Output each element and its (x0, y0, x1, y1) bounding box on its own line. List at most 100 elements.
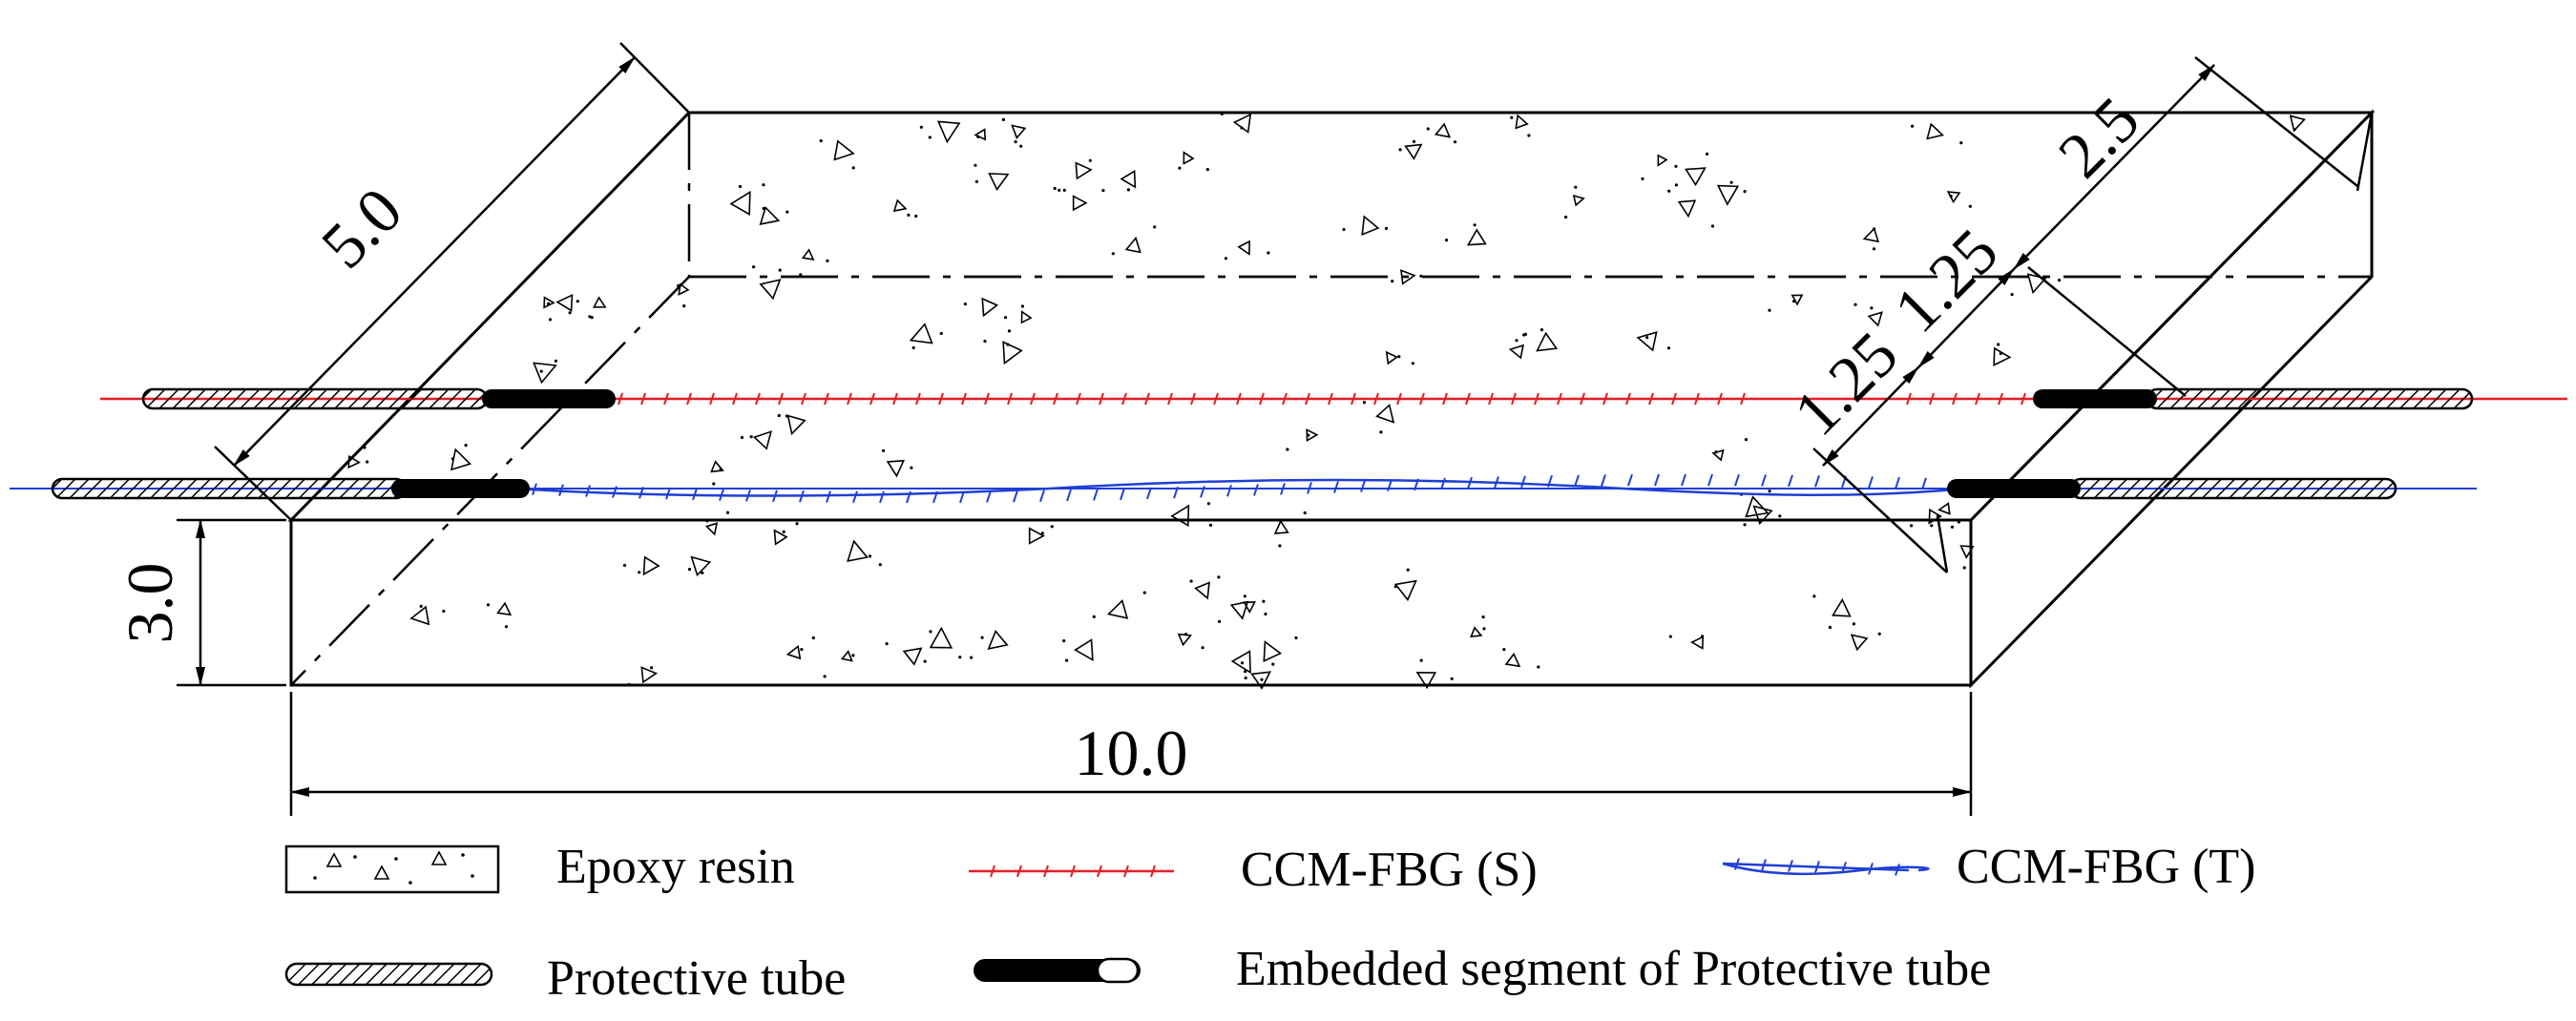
aggregate-dot (1040, 531, 1044, 535)
aggregate-dot (923, 659, 927, 663)
fbg-s-tick (824, 392, 829, 406)
fbg-t-tick (1627, 473, 1633, 487)
dim-width-label: 5.0 (307, 174, 416, 282)
aggregate-mark (710, 460, 724, 473)
aggregate-dot (1481, 615, 1485, 619)
aggregate-dot (1666, 346, 1671, 350)
aggregate-dot (1220, 112, 1224, 115)
aggregate-dot (811, 636, 815, 640)
fbg-s-tick (1053, 392, 1058, 406)
aggregate-dot (826, 259, 829, 262)
fbg-t-tick (612, 486, 618, 498)
fbg-s-tick (801, 392, 806, 406)
embedded-s-right (2033, 389, 2157, 408)
aggregate-dot (682, 304, 686, 308)
fbg-t-tick (906, 490, 911, 504)
aggregate-dot (1062, 639, 1066, 643)
fbg-t-tick (532, 483, 537, 496)
aggregate-dot (740, 435, 744, 440)
aggregate-dot (1208, 523, 1213, 528)
aggregate-dot (1930, 524, 1934, 528)
aggregate-dot (1537, 665, 1540, 669)
fbg-t-tick (799, 490, 805, 503)
aggregate-dot (1968, 204, 1972, 208)
aggregate-dot (1910, 524, 1914, 528)
aggregate-dot (1667, 189, 1671, 193)
aggregate-dot (1792, 300, 1796, 303)
fbg-t-tick (1200, 485, 1205, 498)
dim-length-label: 10.0 (1075, 717, 1188, 789)
aggregate-dot (1217, 575, 1221, 579)
aggregate-dot (1286, 448, 1289, 451)
fbg-s-tick (1511, 392, 1517, 406)
aggregate-dot (1522, 333, 1526, 337)
aggregate-mark (1361, 215, 1380, 237)
aggregate-mark (1273, 519, 1289, 534)
aggregate-mark (1250, 671, 1271, 690)
fbg-s-tick (778, 392, 784, 406)
aggregate-dot (1294, 636, 1298, 640)
legend: Epoxy resin CCM-FBG (S) CCM-FBG (T) Prot… (284, 840, 2255, 1006)
aggregate-mark (988, 173, 1010, 192)
fbg-s-tick (1007, 392, 1013, 406)
aggregate-dot (1674, 183, 1678, 187)
aggregate-dot (1153, 225, 1157, 229)
fbg-s-tick (732, 392, 738, 406)
aggregate-dot (963, 302, 968, 306)
aggregate-mark (1926, 122, 1945, 140)
aggregate-mark (1515, 114, 1529, 130)
dim-length: 10.0 (289, 692, 1973, 816)
aggregate-dot (1949, 195, 1953, 198)
aggregate-dot (627, 682, 631, 687)
aggregate-dot (1962, 566, 1966, 570)
aggregate-dot (1877, 632, 1881, 636)
aggregate-dot (974, 179, 978, 183)
tube-s-left (141, 387, 489, 410)
aggregate-mark (1230, 650, 1251, 675)
legend-epoxy-swatch (284, 844, 500, 894)
fbg-s-tick (1328, 392, 1333, 406)
aggregate-dot (590, 316, 594, 320)
aggregate-mark (2289, 115, 2306, 133)
legend-fbg-s-tick (1123, 865, 1129, 878)
aggregate-dot (782, 530, 785, 534)
aggregate-dot (878, 563, 882, 567)
fbg-s-tick (686, 392, 692, 406)
aggregate-dot (752, 265, 756, 269)
fbg-s-tick (1213, 392, 1219, 406)
fbg-s-tick (2021, 392, 2026, 406)
fbg-s-tick (938, 392, 944, 406)
aggregate-dot (363, 446, 367, 449)
aggregate-dot (1019, 144, 1023, 148)
fbg-s-tick (1998, 392, 2003, 406)
aggregate-dot (1062, 188, 1066, 192)
embedded-s-left (482, 389, 616, 408)
aggregate-mark (1711, 448, 1725, 462)
fbg-s-tick (1351, 392, 1356, 406)
aggregate-dot (1406, 568, 1410, 572)
aggregate-dot (1014, 140, 1017, 144)
aggregate-dot (1510, 115, 1514, 119)
dim-height: 3.0 (114, 518, 286, 687)
aggregate-dot (851, 654, 855, 657)
aggregate-mark (704, 522, 719, 536)
aggregate-dot (1714, 450, 1718, 454)
aggregate-dot (1706, 152, 1709, 156)
aggregate-dot (725, 510, 730, 514)
aggregate-dot (539, 369, 543, 373)
legend-tube-label: Protective tube (547, 951, 846, 1006)
legend-fbg-t-tick (1734, 858, 1740, 870)
aggregate-dot (785, 414, 789, 418)
aggregate-mark (1106, 599, 1129, 619)
fbg-s-tick (1236, 392, 1242, 406)
aggregate-dot (1271, 662, 1275, 666)
aggregate-dot (1126, 188, 1130, 192)
aggregate-dot (799, 273, 803, 277)
fbg-t-tick (1520, 475, 1526, 489)
aggregate-dot (777, 413, 781, 418)
aggregate-dot (1303, 510, 1307, 515)
fbg-t-tick (1093, 489, 1099, 501)
aggregate-mark (690, 555, 712, 577)
fbg-t-ticks (532, 473, 1927, 504)
